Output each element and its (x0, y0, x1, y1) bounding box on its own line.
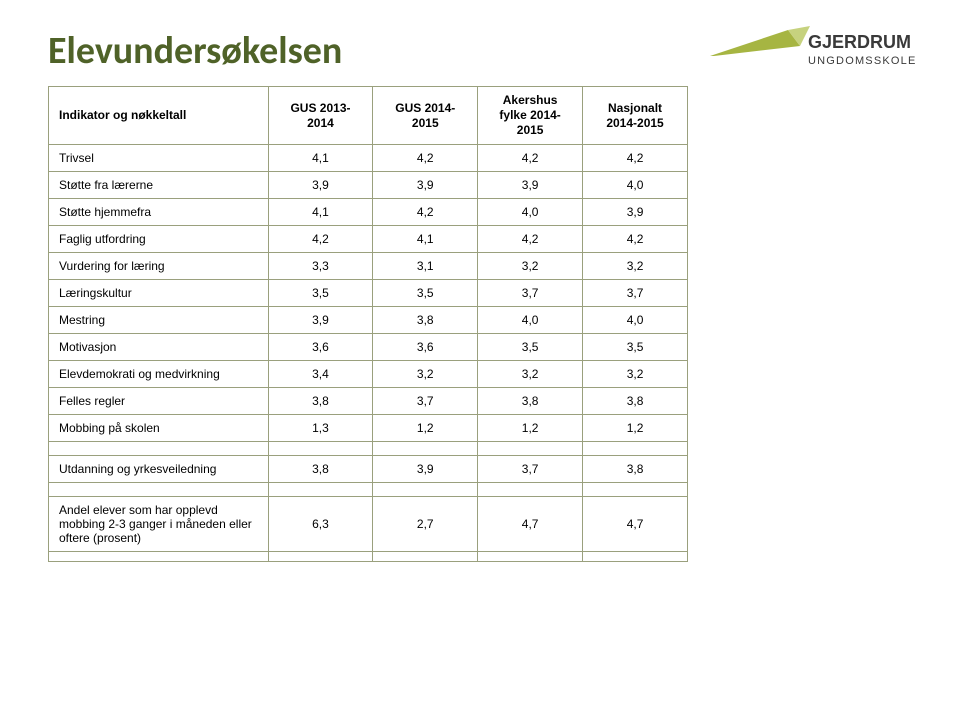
table-row: Mestring3,93,84,04,0 (49, 307, 688, 334)
row-value: 4,1 (373, 226, 478, 253)
row-label: Læringskultur (49, 280, 269, 307)
row-value: 3,9 (478, 172, 583, 199)
row-value: 3,7 (478, 456, 583, 483)
row-value: 3,2 (373, 361, 478, 388)
header-col-2: Akershus fylke 2014-2015 (478, 87, 583, 145)
row-value: 3,5 (583, 334, 688, 361)
table-row: Læringskultur3,53,53,73,7 (49, 280, 688, 307)
row-value: 4,2 (478, 226, 583, 253)
table-header-row: Indikator og nøkkeltall GUS 2013-2014 GU… (49, 87, 688, 145)
table-row: Elevdemokrati og medvirkning3,43,23,23,2 (49, 361, 688, 388)
row-label: Støtte hjemmefra (49, 199, 269, 226)
row-value: 3,2 (478, 361, 583, 388)
row-value: 3,5 (373, 280, 478, 307)
row-value: 3,8 (583, 388, 688, 415)
logo-wedge-icon (710, 30, 800, 56)
row-value: 4,0 (583, 172, 688, 199)
header-indicator: Indikator og nøkkeltall (49, 87, 269, 145)
row-value: 3,8 (268, 388, 373, 415)
row-value: 3,9 (268, 307, 373, 334)
table-row: Vurdering for læring3,33,13,23,2 (49, 253, 688, 280)
row-label: Mestring (49, 307, 269, 334)
row-value: 1,2 (583, 415, 688, 442)
row-label: Felles regler (49, 388, 269, 415)
row-value: 3,7 (478, 280, 583, 307)
row-value: 3,7 (373, 388, 478, 415)
header-col-3: Nasjonalt 2014-2015 (583, 87, 688, 145)
row-value: 4,2 (583, 145, 688, 172)
row-value: 3,2 (583, 361, 688, 388)
table-row: Støtte hjemmefra4,14,24,03,9 (49, 199, 688, 226)
row-value: 2,7 (373, 497, 478, 552)
header-col-1: GUS 2014-2015 (373, 87, 478, 145)
row-value: 3,9 (373, 172, 478, 199)
table-row: Utdanning og yrkesveiledning3,83,93,73,8 (49, 456, 688, 483)
logo-brand-bottom: UNGDOMSSKOLE (808, 55, 917, 67)
row-value: 3,8 (373, 307, 478, 334)
table-body: Trivsel4,14,24,24,2Støtte fra lærerne3,9… (49, 145, 688, 562)
row-value: 3,4 (268, 361, 373, 388)
row-value: 3,5 (268, 280, 373, 307)
row-value: 3,8 (583, 456, 688, 483)
table-spacer (49, 552, 688, 562)
row-value: 3,6 (373, 334, 478, 361)
row-value: 4,2 (268, 226, 373, 253)
row-value: 3,8 (478, 388, 583, 415)
table-row: Motivasjon3,63,63,53,5 (49, 334, 688, 361)
row-value: 1,2 (373, 415, 478, 442)
row-label: Mobbing på skolen (49, 415, 269, 442)
row-value: 4,0 (583, 307, 688, 334)
row-value: 3,2 (583, 253, 688, 280)
row-value: 4,2 (373, 145, 478, 172)
gjerdrum-logo: GJERDRUM UNGDOMSSKOLE (710, 22, 920, 80)
table-row: Faglig utfordring4,24,14,24,2 (49, 226, 688, 253)
row-value: 3,9 (583, 199, 688, 226)
row-value: 1,3 (268, 415, 373, 442)
row-value: 4,0 (478, 199, 583, 226)
header-col-0: GUS 2013-2014 (268, 87, 373, 145)
table-row: Støtte fra lærerne3,93,93,94,0 (49, 172, 688, 199)
survey-table: Indikator og nøkkeltall GUS 2013-2014 GU… (48, 86, 688, 562)
row-value: 4,7 (478, 497, 583, 552)
row-value: 3,7 (583, 280, 688, 307)
row-value: 3,8 (268, 456, 373, 483)
row-value: 4,0 (478, 307, 583, 334)
row-label: Vurdering for læring (49, 253, 269, 280)
table-spacer (49, 483, 688, 497)
logo-brand-top: GJERDRUM (808, 32, 911, 52)
row-value: 4,7 (583, 497, 688, 552)
row-label: Elevdemokrati og medvirkning (49, 361, 269, 388)
table-row: Trivsel4,14,24,24,2 (49, 145, 688, 172)
row-label: Støtte fra lærerne (49, 172, 269, 199)
row-label: Trivsel (49, 145, 269, 172)
row-value: 4,2 (478, 145, 583, 172)
row-value: 3,9 (373, 456, 478, 483)
row-value: 3,1 (373, 253, 478, 280)
row-value: 4,1 (268, 145, 373, 172)
row-label: Motivasjon (49, 334, 269, 361)
row-label: Utdanning og yrkesveiledning (49, 456, 269, 483)
row-label: Faglig utfordring (49, 226, 269, 253)
row-value: 4,2 (373, 199, 478, 226)
row-value: 3,6 (268, 334, 373, 361)
row-value: 4,2 (583, 226, 688, 253)
row-value: 6,3 (268, 497, 373, 552)
table-spacer (49, 442, 688, 456)
row-value: 4,1 (268, 199, 373, 226)
row-value: 3,3 (268, 253, 373, 280)
table-row: Andel elever som har opplevd mobbing 2-3… (49, 497, 688, 552)
table-row: Mobbing på skolen1,31,21,21,2 (49, 415, 688, 442)
row-value: 3,9 (268, 172, 373, 199)
row-value: 3,5 (478, 334, 583, 361)
row-value: 1,2 (478, 415, 583, 442)
table-row: Felles regler3,83,73,83,8 (49, 388, 688, 415)
row-label: Andel elever som har opplevd mobbing 2-3… (49, 497, 269, 552)
row-value: 3,2 (478, 253, 583, 280)
